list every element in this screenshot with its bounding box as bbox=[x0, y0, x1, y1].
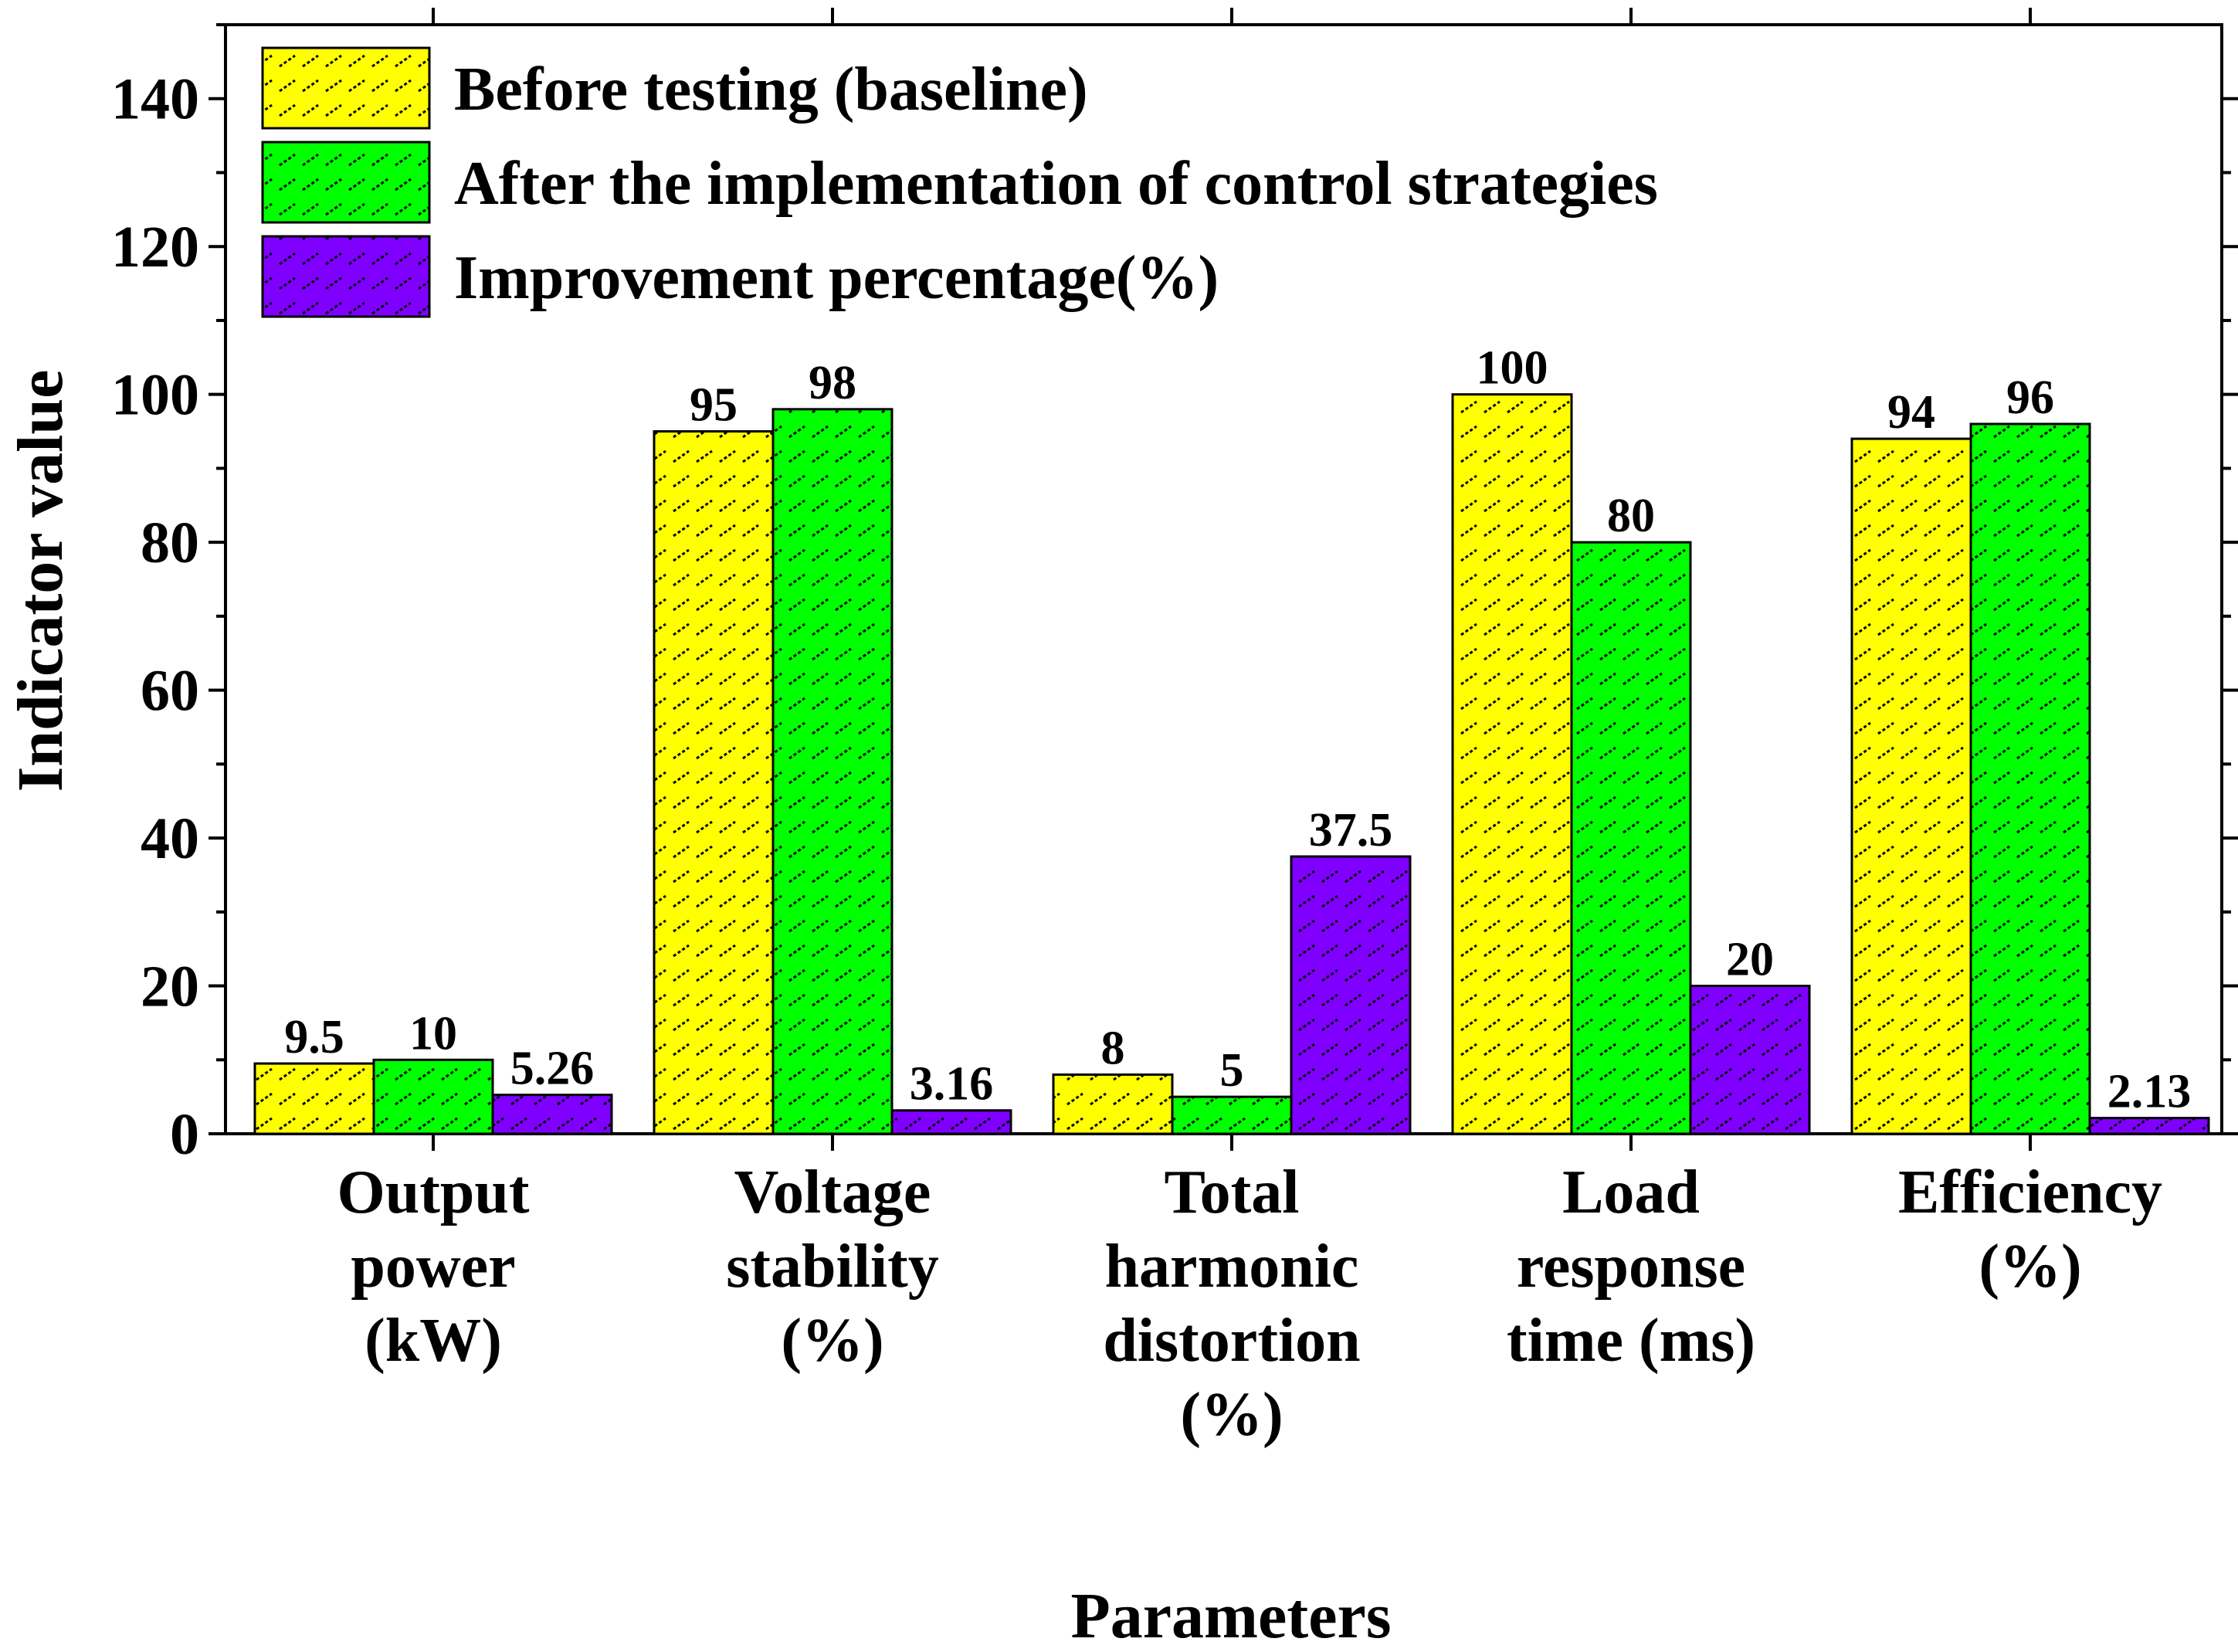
data-labels-group: 9.5 10 5.26 95 98 3.16 8 5 37.5 100 80 20 94 96 2.13 bbox=[284, 342, 2191, 1118]
x-tick-label: Efficiency (%) bbox=[1898, 1158, 2162, 1301]
data-label: 98 bbox=[809, 357, 856, 409]
bar-hatch bbox=[1171, 1095, 1293, 1135]
data-label: 3.16 bbox=[910, 1058, 994, 1111]
y-tick-label: 140 bbox=[111, 67, 199, 132]
x-tick-label: Output power (kW) bbox=[337, 1158, 530, 1375]
legend-label: After the implementation of control stra… bbox=[454, 150, 1658, 218]
data-label: 94 bbox=[1887, 386, 1935, 439]
data-label: 2.13 bbox=[2107, 1066, 2192, 1118]
bar-hatch bbox=[1570, 541, 1692, 1135]
data-label: 95 bbox=[690, 379, 738, 432]
data-label: 80 bbox=[1607, 490, 1655, 542]
x-axis: Output power (kW) Voltage stability (%) Total h… bbox=[337, 8, 2162, 1449]
bar-hatch bbox=[1850, 437, 1972, 1135]
y-tick-label: 100 bbox=[111, 363, 199, 428]
data-label: 96 bbox=[2006, 371, 2054, 424]
data-label: 37.5 bbox=[1309, 804, 1393, 857]
y-tick-label: 80 bbox=[141, 511, 199, 575]
bar-hatch bbox=[653, 430, 775, 1135]
x-tick-label: Load response time (ms) bbox=[1507, 1158, 1755, 1375]
data-label: 100 bbox=[1477, 342, 1548, 395]
legend-swatch-hatch bbox=[261, 235, 431, 318]
bar-hatch bbox=[890, 1109, 1012, 1135]
bar-hatch bbox=[1689, 985, 1811, 1135]
legend-swatch-hatch bbox=[261, 141, 431, 224]
data-label: 5 bbox=[1220, 1044, 1244, 1097]
y-tick-label: 0 bbox=[170, 1102, 199, 1167]
y-tick-label: 20 bbox=[141, 955, 199, 1019]
bar-hatch bbox=[771, 408, 894, 1135]
legend-label: Improvement percentage(%) bbox=[454, 244, 1219, 312]
y-tick-label: 60 bbox=[141, 659, 199, 724]
bar-hatch bbox=[1290, 855, 1412, 1135]
bar-hatch bbox=[2088, 1117, 2210, 1135]
bar-hatch bbox=[1969, 422, 2091, 1135]
data-label: 9.5 bbox=[284, 1011, 344, 1063]
data-label: 8 bbox=[1101, 1022, 1125, 1074]
bar-hatch bbox=[253, 1062, 375, 1135]
y-axis-title: Indicator value bbox=[5, 370, 76, 792]
bar-hatch bbox=[1052, 1073, 1174, 1135]
x-tick-label: Total harmonic distortion (%) bbox=[1103, 1158, 1360, 1449]
bar-hatch bbox=[1451, 393, 1573, 1135]
x-axis-title: Parameters bbox=[1070, 1580, 1391, 1652]
bars-group bbox=[253, 393, 2210, 1135]
legend-label: Before testing (baseline) bbox=[454, 56, 1088, 124]
bar-hatch bbox=[491, 1094, 613, 1135]
data-label: 10 bbox=[409, 1007, 457, 1060]
y-tick-label: 40 bbox=[141, 806, 199, 871]
x-tick-label: Voltage stability (%) bbox=[726, 1158, 939, 1375]
legend: Before testing (baseline) After the imple… bbox=[261, 46, 1658, 318]
data-label: 5.26 bbox=[510, 1043, 595, 1095]
y-axis: 0 20 40 60 80 100 120 140 bbox=[111, 23, 2238, 1167]
y-tick-label: 120 bbox=[111, 215, 199, 280]
data-label: 20 bbox=[1726, 934, 1774, 986]
legend-swatch-hatch bbox=[261, 46, 431, 130]
bar-hatch bbox=[372, 1058, 494, 1135]
